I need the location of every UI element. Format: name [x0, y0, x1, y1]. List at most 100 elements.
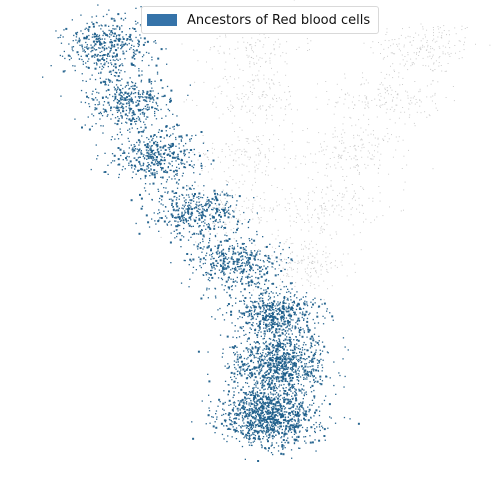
data-point: [416, 111, 418, 113]
data-point: [94, 53, 97, 56]
data-point: [235, 207, 237, 209]
data-point: [109, 94, 111, 96]
data-point: [260, 275, 263, 278]
data-point: [287, 288, 289, 290]
data-point: [228, 109, 230, 110]
data-point: [285, 259, 287, 260]
data-point: [325, 246, 327, 248]
data-point: [222, 221, 225, 223]
data-point: [245, 347, 248, 350]
data-point: [198, 196, 200, 198]
data-point: [291, 387, 294, 389]
data-point: [406, 164, 408, 166]
data-point: [437, 81, 439, 83]
data-point: [430, 48, 432, 50]
data-point: [275, 316, 277, 318]
data-point: [265, 341, 267, 344]
data-point: [94, 33, 96, 36]
data-point: [116, 34, 118, 37]
data-point: [340, 155, 342, 157]
data-point: [241, 163, 243, 165]
data-point: [189, 217, 192, 219]
data-point: [358, 204, 360, 206]
data-point: [257, 331, 259, 334]
data-point: [260, 368, 263, 370]
data-point: [255, 154, 257, 156]
data-point: [235, 182, 237, 184]
data-point: [244, 154, 246, 156]
data-point: [311, 306, 313, 308]
data-point: [236, 97, 238, 99]
data-point: [258, 163, 260, 165]
data-point: [259, 313, 261, 315]
data-point: [303, 330, 305, 332]
data-point: [247, 138, 249, 140]
data-point: [109, 41, 112, 44]
data-point: [287, 339, 289, 341]
data-point: [323, 203, 325, 204]
data-point: [225, 253, 228, 255]
data-point: [363, 189, 365, 190]
data-point: [134, 82, 137, 84]
data-point: [318, 344, 320, 346]
data-point: [200, 297, 203, 300]
data-point: [387, 55, 388, 57]
data-point: [310, 345, 312, 347]
data-point: [235, 427, 238, 429]
data-point: [290, 262, 292, 264]
data-point: [323, 345, 326, 348]
data-point: [102, 15, 105, 18]
data-point: [250, 359, 253, 361]
data-point: [153, 143, 155, 145]
data-point: [273, 386, 275, 389]
data-point: [188, 156, 190, 158]
data-point: [142, 99, 145, 101]
data-point: [263, 389, 265, 391]
data-point: [401, 168, 403, 169]
data-point: [308, 408, 311, 411]
data-point: [283, 167, 285, 169]
data-point: [271, 304, 273, 306]
data-point: [398, 48, 400, 50]
data-point: [289, 339, 291, 342]
data-point: [245, 333, 247, 336]
data-point: [359, 172, 360, 174]
data-point: [242, 85, 244, 87]
data-point: [205, 203, 207, 205]
data-point: [224, 257, 226, 259]
data-point: [117, 164, 119, 166]
data-point: [128, 105, 130, 107]
data-point: [249, 269, 251, 271]
data-point: [113, 28, 115, 30]
data-point: [418, 55, 420, 56]
data-point: [272, 386, 274, 388]
data-point: [241, 242, 244, 245]
data-point: [110, 73, 112, 75]
data-point: [432, 168, 434, 170]
data-point: [331, 315, 334, 318]
data-point: [231, 144, 233, 146]
data-point: [426, 40, 428, 42]
data-point: [274, 358, 276, 360]
data-point: [251, 74, 253, 76]
data-point: [273, 375, 275, 377]
data-point: [138, 40, 140, 43]
data-point: [189, 204, 191, 207]
data-point: [143, 169, 146, 172]
data-point: [115, 72, 118, 74]
data-point: [365, 167, 367, 169]
data-point: [322, 254, 324, 256]
data-point: [173, 230, 175, 232]
data-point: [143, 129, 145, 131]
data-point: [100, 72, 102, 74]
data-point: [154, 172, 156, 174]
data-point: [297, 360, 299, 362]
data-point: [199, 208, 201, 211]
data-point: [146, 168, 148, 170]
data-point: [185, 201, 187, 204]
data-point: [119, 58, 121, 60]
data-point: [215, 297, 217, 299]
data-point: [249, 219, 251, 221]
data-point: [295, 166, 297, 168]
data-point: [267, 361, 270, 364]
